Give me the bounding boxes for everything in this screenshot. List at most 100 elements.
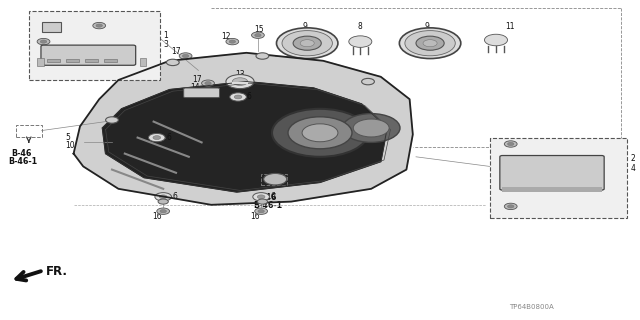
Circle shape [229, 40, 236, 43]
Text: 17: 17 [192, 75, 202, 84]
Text: 9: 9 [425, 22, 430, 31]
Circle shape [157, 208, 170, 214]
Circle shape [423, 40, 437, 47]
Text: 6: 6 [246, 92, 252, 101]
Text: 15: 15 [254, 25, 264, 34]
Circle shape [234, 95, 242, 99]
Text: 18: 18 [520, 202, 529, 211]
Text: 17: 17 [171, 47, 180, 56]
FancyBboxPatch shape [184, 88, 220, 98]
Circle shape [257, 199, 268, 204]
Circle shape [93, 22, 106, 29]
Circle shape [255, 34, 261, 37]
Bar [85, 59, 98, 62]
Circle shape [159, 195, 167, 199]
Text: 14: 14 [190, 83, 200, 92]
Circle shape [288, 117, 352, 149]
Circle shape [191, 91, 200, 95]
Text: 16: 16 [250, 212, 260, 221]
Circle shape [230, 93, 246, 101]
Circle shape [349, 36, 372, 47]
Circle shape [40, 40, 47, 43]
Text: 4: 4 [630, 164, 636, 172]
Circle shape [96, 24, 102, 27]
Polygon shape [102, 82, 387, 192]
Circle shape [205, 82, 211, 85]
Bar [47, 59, 60, 62]
Circle shape [153, 136, 161, 140]
Text: 10: 10 [65, 141, 75, 150]
Circle shape [362, 78, 374, 85]
Text: 8: 8 [357, 22, 362, 31]
Circle shape [155, 193, 172, 201]
Circle shape [342, 114, 400, 142]
Circle shape [255, 208, 268, 214]
Bar [104, 59, 117, 62]
Text: FR.: FR. [46, 265, 68, 278]
Circle shape [257, 195, 265, 199]
Bar [66, 59, 79, 62]
Circle shape [232, 78, 248, 85]
Text: B-46-1: B-46-1 [8, 157, 38, 166]
FancyBboxPatch shape [42, 22, 61, 32]
Circle shape [258, 210, 264, 213]
Circle shape [106, 117, 118, 123]
Circle shape [302, 124, 338, 142]
Circle shape [148, 133, 165, 142]
Circle shape [182, 54, 189, 58]
Circle shape [226, 75, 254, 89]
Circle shape [276, 28, 338, 59]
Circle shape [508, 142, 514, 146]
Circle shape [179, 53, 192, 59]
Circle shape [226, 38, 239, 45]
Circle shape [264, 173, 287, 185]
Circle shape [256, 53, 269, 59]
Text: 6: 6 [166, 133, 172, 142]
Text: 11: 11 [506, 22, 515, 31]
Text: B-46-1: B-46-1 [253, 201, 282, 210]
Circle shape [504, 141, 517, 147]
Text: 16: 16 [152, 212, 162, 221]
Text: TP64B0800A: TP64B0800A [509, 304, 554, 310]
Text: 6: 6 [173, 192, 178, 201]
Text: 2: 2 [630, 154, 635, 163]
Circle shape [353, 119, 389, 137]
Circle shape [293, 36, 321, 50]
Bar [490, 138, 627, 218]
Bar [232, 82, 248, 84]
Text: 18: 18 [108, 21, 117, 30]
Circle shape [405, 31, 455, 56]
Text: 5: 5 [65, 133, 70, 142]
Circle shape [202, 80, 214, 86]
FancyBboxPatch shape [41, 45, 136, 65]
Text: B-46: B-46 [12, 149, 32, 158]
Circle shape [158, 199, 168, 204]
Circle shape [272, 109, 368, 157]
Text: 3: 3 [163, 40, 168, 49]
Circle shape [508, 205, 514, 208]
Text: 13: 13 [235, 70, 244, 79]
Text: 9: 9 [302, 22, 307, 31]
Circle shape [204, 91, 212, 95]
Circle shape [160, 210, 166, 213]
Text: 12: 12 [221, 32, 230, 41]
Text: 6: 6 [271, 192, 276, 201]
Text: 18: 18 [520, 140, 529, 148]
Polygon shape [74, 53, 413, 205]
Circle shape [166, 59, 179, 66]
Text: 7: 7 [36, 19, 42, 28]
Circle shape [484, 34, 508, 46]
Text: 1: 1 [163, 31, 168, 40]
Bar [37, 58, 44, 66]
Circle shape [252, 32, 264, 38]
Circle shape [253, 193, 269, 201]
Circle shape [399, 28, 461, 59]
Bar [140, 58, 146, 66]
Circle shape [282, 31, 332, 56]
Text: 18: 18 [34, 37, 44, 46]
Bar [16, 125, 42, 137]
Bar [261, 174, 287, 185]
Circle shape [416, 36, 444, 50]
Bar [29, 11, 160, 80]
Circle shape [300, 40, 314, 47]
